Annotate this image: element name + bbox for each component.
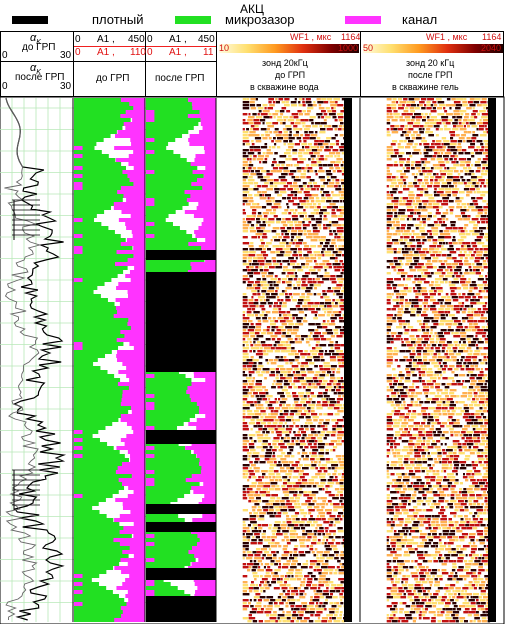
track1-curve-a-max: 30	[60, 50, 72, 61]
track1-curves	[4, 97, 67, 621]
track2-min2: 0	[75, 47, 81, 58]
track2-max: 450	[128, 34, 145, 45]
track5-caption-2: после ГРП	[408, 70, 453, 80]
track1-curve-b-max: 30	[60, 81, 72, 92]
track2-min: 0	[75, 34, 81, 45]
track-separators	[72, 98, 361, 622]
legend-swatch-micro	[175, 16, 211, 24]
track2-caption: до ГРП	[96, 73, 130, 84]
track3-max: 450	[198, 34, 215, 45]
legend-label-channel: канал	[402, 12, 438, 27]
track3-min2: 0	[147, 47, 153, 58]
track5-max: 1164	[482, 32, 502, 42]
track5-min: 50	[363, 43, 374, 53]
track3-caption: после ГРП	[155, 73, 205, 84]
depth-grid	[0, 98, 216, 622]
track4-curve: WF1 , мкс	[290, 32, 332, 42]
legend-label-micro: микрозазор	[225, 12, 295, 27]
legend-label-dense: плотный	[92, 12, 144, 27]
track4-caption-2: до ГРП	[275, 70, 306, 80]
track2-param-red: A1 ,	[97, 47, 115, 58]
track3-min: 0	[147, 34, 153, 45]
track4-wave-image	[242, 98, 352, 623]
track5-caption-3: в скважине гель	[392, 82, 459, 92]
track5-max2: 2040	[481, 43, 502, 53]
track5-caption-1: зонд 20 кГц	[406, 58, 455, 68]
legend-swatch-dense	[12, 16, 48, 24]
track4-min: 10	[219, 43, 230, 53]
track4-caption-1: зонд 20кГц	[262, 58, 308, 68]
track5-wave-image	[386, 98, 496, 623]
track3-bond-fill	[146, 98, 216, 622]
legend-swatch-channel	[345, 16, 381, 24]
track5-curve: WF1 , мкс	[426, 32, 468, 42]
track1-curve-a-min: 0	[2, 50, 8, 61]
track2-param: A1 ,	[97, 34, 115, 45]
track1-curve-a-label: до ГРП	[22, 42, 56, 53]
track4-max: 1164	[341, 32, 361, 42]
track3-param: A1 ,	[169, 34, 187, 45]
track2-bond-fill	[74, 98, 145, 622]
track3-param-red: A1 ,	[169, 47, 187, 58]
track4-max2: 1000	[338, 43, 359, 53]
track1-curve-b-label: после ГРП	[15, 72, 65, 83]
track1-curve-b-min: 0	[2, 81, 8, 92]
track3-max2: 11	[203, 47, 214, 58]
track2-max2: 110	[130, 47, 146, 58]
track4-caption-3: в скважине вода	[250, 82, 319, 92]
